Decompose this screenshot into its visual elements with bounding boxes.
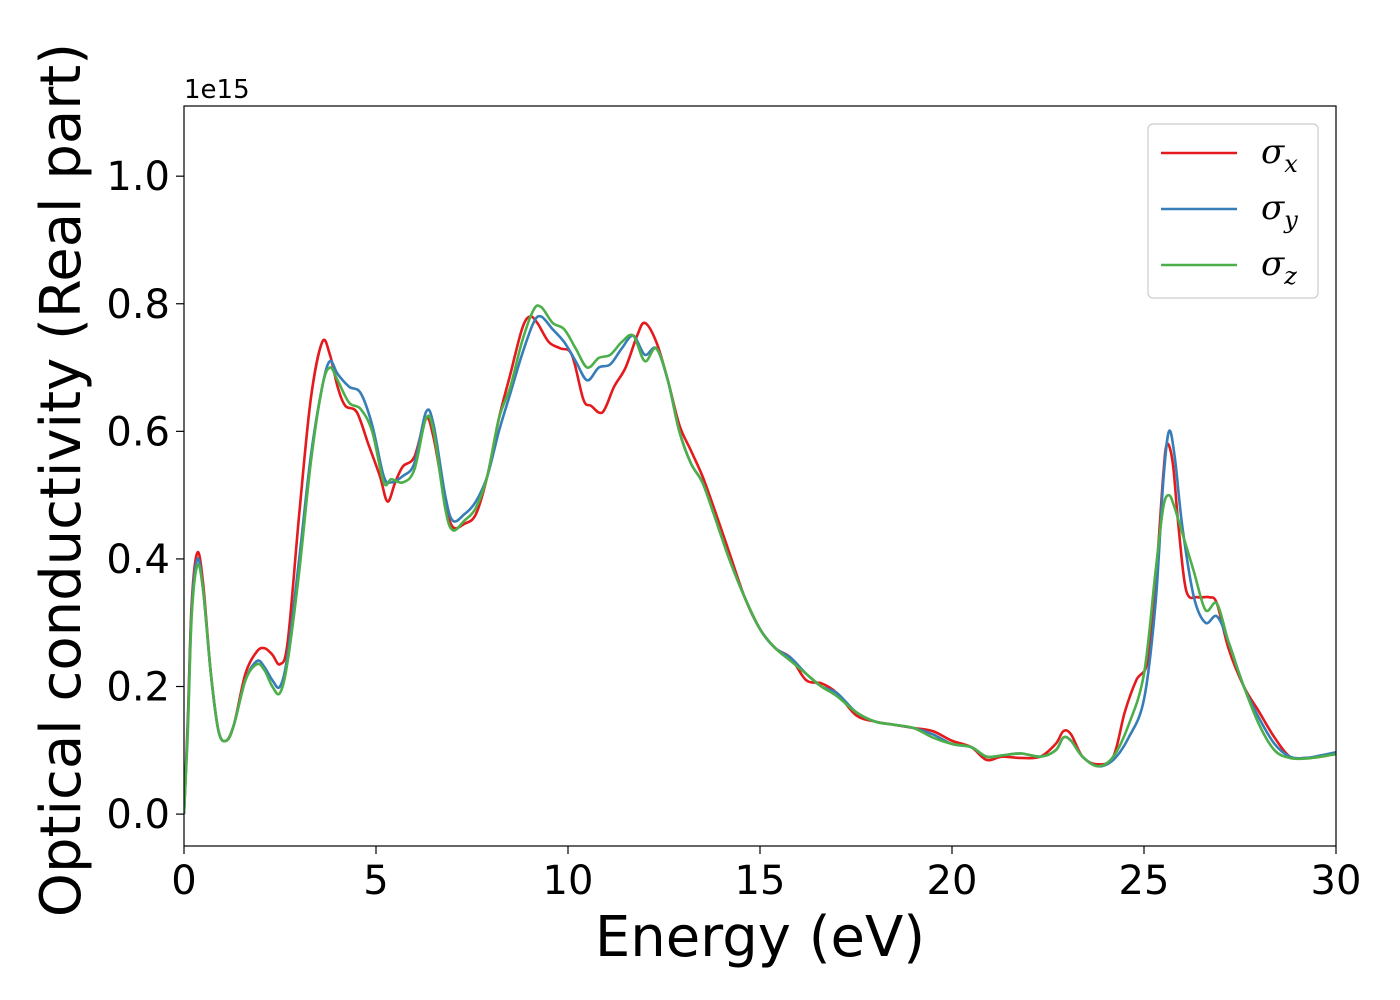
series-layer (184, 304, 1336, 815)
series-line-x (184, 315, 1336, 815)
legend-label-y: σy (1261, 188, 1298, 234)
legend: σx σy σz (1147, 123, 1319, 299)
x-tick-label: 10 (543, 858, 594, 904)
y-offset-label: 1e15 (184, 75, 250, 105)
y-tick-label: 0.2 (106, 665, 170, 711)
series-line-z (184, 304, 1336, 815)
x-tick-label: 25 (1119, 858, 1170, 904)
y-tick-label: 0.0 (106, 792, 170, 838)
y-tick-label: 0.6 (106, 409, 170, 455)
y-axis-title: Optical conductivity (Real part) (29, 43, 94, 917)
y-axis: 0.0 0.2 0.4 0.6 0.8 1.0 (106, 154, 184, 838)
legend-label-z: σz (1261, 244, 1297, 290)
y-tick-label: 0.8 (106, 282, 170, 328)
x-tick-label: 5 (363, 858, 388, 904)
x-tick-label: 15 (735, 858, 786, 904)
legend-box (1147, 123, 1319, 299)
y-tick-label: 0.4 (106, 537, 170, 583)
x-tick-label: 20 (927, 858, 978, 904)
x-axis: 0 5 10 15 20 25 30 (171, 846, 1361, 904)
x-tick-label: 30 (1311, 858, 1362, 904)
legend-label-x: σx (1261, 132, 1298, 178)
x-tick-label: 0 (171, 858, 196, 904)
x-axis-title: Energy (eV) (595, 905, 925, 970)
y-tick-label: 1.0 (106, 154, 170, 200)
